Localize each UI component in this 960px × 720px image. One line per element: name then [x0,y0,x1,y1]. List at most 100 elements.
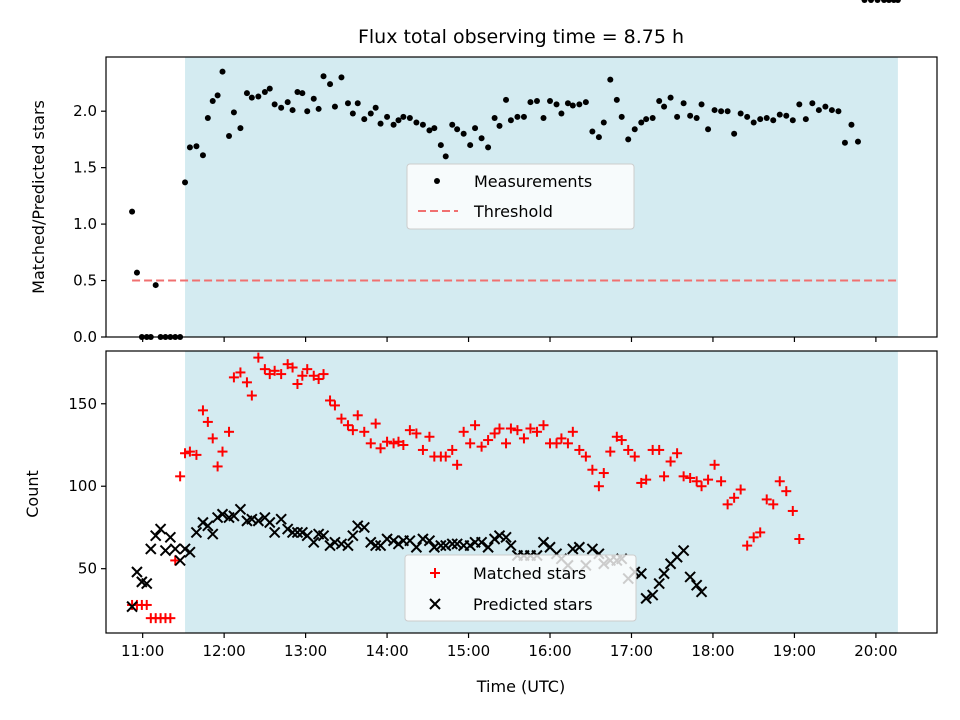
measurement-point [527,99,534,106]
measurement-point [485,144,492,151]
matched-star-point [470,420,481,431]
measurement-point [426,127,433,134]
predicted-star-point [190,526,203,539]
bottom-panel: 11:00 12:00 13:00 14:00 15:00 16:00 17:00 18:00… [68,350,938,660]
measurement-point [237,125,244,132]
measurement-point [553,101,560,108]
matched-star-point [452,459,463,470]
matched-star-point [659,471,670,482]
predicted-star-point [281,523,294,535]
predicted-star-point [410,541,423,553]
predicted-star-point [275,513,287,525]
measurement-point [607,76,614,83]
top-y-tick-label: 0.0 [73,328,97,346]
matched-star-point [318,369,329,380]
measurement-point [431,125,438,132]
predicted-star-point [451,538,463,550]
matched-star-point [616,435,627,446]
matched-star-point [735,484,746,495]
predicted-star-point [211,511,224,524]
measurement-point [354,100,361,107]
predicted-star-point [154,523,167,535]
matched-star-point [768,499,779,510]
measurement-point [802,116,809,123]
measurement-point [193,143,200,150]
matched-star-point [165,613,176,624]
matched-star-point [359,426,370,437]
measurement-point [442,153,449,160]
measurement-point [294,89,301,95]
x-axis-label: Time (UTC) [476,677,565,696]
predicted-star-point [347,529,359,542]
measurement-point [680,100,687,107]
predicted-star-point [324,539,336,552]
matched-star-point [787,505,798,516]
measurement-point [631,126,638,133]
matched-star-point [678,471,689,482]
matched-star-point [411,428,422,439]
matched-star-point [224,426,235,437]
bottom-legend-box [404,554,637,622]
predicted-star-point [440,539,452,552]
predicted-star-point [264,516,276,529]
predicted-star-point [493,529,506,542]
matched-star-point [259,364,270,375]
measurement-point [152,282,159,289]
predicted-star-point [252,515,265,527]
predicted-star-point [417,533,429,545]
matched-star-point [703,474,714,485]
measurement-point [503,96,510,103]
measurement-point [278,104,285,111]
matched-star-point [329,400,340,411]
matched-star-point [292,378,303,389]
measurement-point [507,117,514,124]
measurement-point [344,100,351,107]
measurement-point [649,114,656,121]
matched-star-point [587,464,598,475]
matched-star-point [742,540,753,551]
top-panel: 0.0 0.5 1.0 1.5 2.0 Measurements Threshold [73,0,938,346]
predicted-star-point [381,533,393,545]
measurement-point [266,85,273,92]
predicted-star-point [369,539,382,552]
matched-star-point [313,374,324,385]
x-tick-label: 20:00 [854,642,897,660]
matched-star-point [605,446,616,457]
measurement-point [496,122,503,129]
bottom-y-tick-label: 100 [68,477,97,495]
predicted-star-point [677,544,690,557]
matched-star-point [476,441,487,452]
matched-star-point [235,367,246,378]
measurement-point [372,104,379,111]
bottom-axes-frame [105,350,938,634]
measurement-point [737,110,744,117]
measurement-point [214,92,221,99]
measurement-point [789,117,796,124]
matched-star-point [417,444,428,455]
matched-star-point [501,438,512,449]
measurement-point [783,112,790,119]
measurement-point [320,73,327,80]
predicted-star-point [653,577,665,590]
measurement-point [327,81,334,88]
predicted-star-point [446,538,458,550]
matched-star-point [691,476,702,487]
measurement-point [540,114,547,121]
predicted-star-point [505,539,517,552]
measurement-point [377,120,384,127]
matched-star-point [175,471,186,482]
matched-star-point [696,481,707,492]
measurement-point [874,0,881,3]
measurement-point [589,128,596,135]
matched-star-point [253,352,264,363]
matched-star-point [217,446,228,457]
x-tick-label: 13:00 [284,642,327,660]
matched-star-point [629,451,640,462]
measurement-point [757,116,764,123]
measurement-point [315,105,322,112]
predicted-star-point [586,543,599,555]
measurement-point [718,108,725,115]
matched-star-point [375,443,386,454]
predicted-star-point [268,526,281,539]
